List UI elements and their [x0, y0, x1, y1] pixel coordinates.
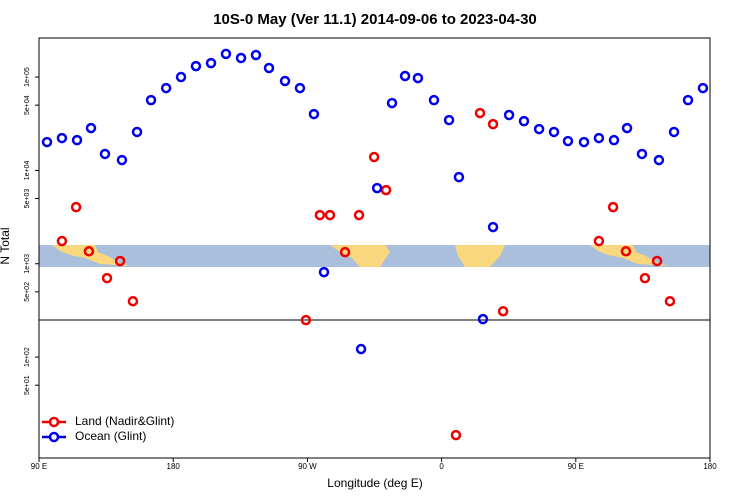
point: [318, 266, 330, 278]
point: [593, 132, 605, 144]
legend-marker: [48, 431, 60, 443]
point: [116, 154, 128, 166]
point: [664, 295, 676, 307]
point: [220, 48, 232, 60]
point: [160, 82, 172, 94]
point: [368, 151, 380, 163]
point: [339, 246, 351, 258]
y-axis-label: N Total: [0, 227, 12, 264]
y-tick-label: 5e+02: [24, 282, 31, 302]
point: [83, 246, 95, 257]
plot-frame: [38, 37, 711, 459]
point: [380, 184, 392, 196]
point: [353, 209, 365, 221]
point: [70, 201, 82, 213]
point: [101, 272, 113, 284]
point: [263, 62, 275, 74]
y-tick-label: 1e+04: [24, 160, 31, 180]
x-tick-label: 90 E: [31, 462, 47, 471]
point: [562, 135, 574, 147]
point: [621, 122, 633, 134]
point: [71, 134, 83, 146]
point: [548, 126, 560, 138]
point: [114, 255, 126, 267]
point: [300, 314, 312, 326]
point: [56, 235, 68, 247]
point: [518, 115, 530, 127]
y-tick-label: 1e+02: [24, 347, 31, 367]
x-axis-label: Longitude (deg E): [327, 476, 422, 490]
point: [41, 136, 53, 148]
point: [250, 49, 262, 61]
point: [653, 154, 665, 166]
point: [533, 123, 545, 135]
point: [636, 148, 648, 160]
point: [412, 72, 424, 84]
point: [651, 255, 663, 267]
point: [235, 52, 247, 64]
point: [503, 109, 515, 121]
point: [85, 122, 97, 134]
x-tick-label: 0: [439, 462, 444, 471]
point: [314, 209, 326, 221]
y-tick-label: 5e+03: [24, 189, 31, 209]
point: [608, 134, 620, 146]
point: [175, 71, 187, 83]
legend-label: Ocean (Glint): [75, 429, 146, 443]
point: [205, 57, 217, 69]
point: [697, 82, 709, 94]
point: [56, 132, 68, 144]
point: [487, 118, 499, 130]
legend-marker: [48, 416, 60, 428]
legend-label: Land (Nadir&Glint): [75, 414, 174, 428]
point: [682, 94, 694, 106]
point: [578, 136, 590, 148]
point: [399, 70, 411, 82]
point: [453, 171, 465, 183]
point: [279, 75, 291, 87]
point: [477, 313, 489, 325]
point: [428, 94, 440, 106]
point: [127, 295, 139, 307]
y-tick-label: 1e+05: [24, 67, 31, 87]
point: [607, 201, 619, 213]
point: [145, 94, 157, 106]
point: [386, 97, 398, 109]
point: [371, 182, 383, 194]
map-band: [39, 245, 710, 267]
point: [308, 108, 320, 120]
y-tick-label: 5e+01: [24, 375, 31, 395]
point: [668, 126, 680, 138]
point: [131, 126, 143, 138]
point: [443, 114, 455, 126]
point: [474, 107, 486, 119]
point: [190, 60, 202, 72]
y-tick-label: 1e+03: [24, 254, 31, 274]
x-tick-label: 90 E: [568, 462, 584, 471]
point: [497, 305, 509, 317]
point: [593, 235, 605, 247]
x-tick-label: 90 W: [298, 462, 317, 471]
point: [639, 272, 651, 284]
point: [450, 429, 462, 441]
point: [294, 82, 306, 94]
chart-title: 10S-0 May (Ver 11.1) 2014-09-06 to 2023-…: [213, 11, 537, 28]
point: [99, 148, 111, 160]
x-tick-label: 180: [703, 462, 717, 471]
x-tick-label: 180: [167, 462, 181, 471]
point: [355, 343, 367, 355]
y-tick-label: 5e+04: [24, 95, 31, 115]
point: [487, 221, 499, 233]
point: [324, 209, 336, 221]
point: [620, 246, 632, 257]
